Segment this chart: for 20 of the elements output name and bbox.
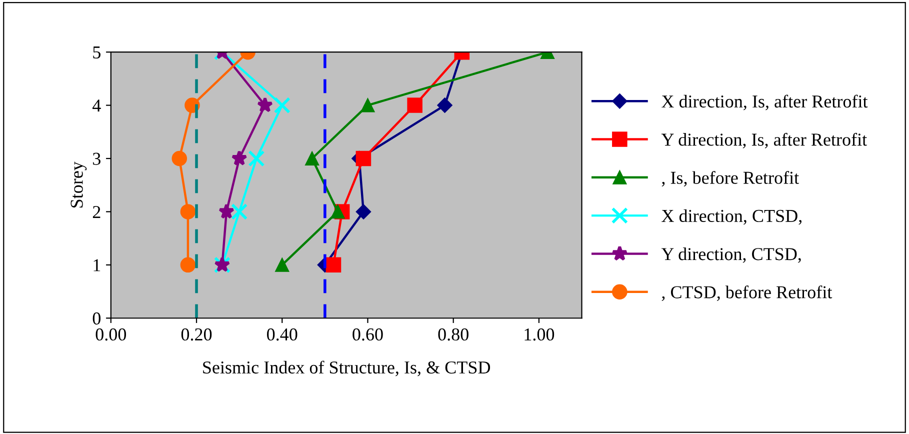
- y-tick-label: 0: [92, 312, 100, 325]
- legend-label: , Is, before Retrofit: [662, 171, 799, 186]
- y-tick-label: 3: [93, 152, 100, 165]
- x-tick-label: 0.00: [96, 328, 126, 341]
- y-tick-label: 4: [92, 100, 101, 112]
- x-tick-label: 1.00: [524, 328, 554, 341]
- x-tick-label: 0.40: [267, 328, 298, 341]
- legend-label: X direction, Is, after Retrofit: [662, 94, 868, 110]
- legend-label: Y direction, CTSD,: [661, 247, 801, 263]
- legend-label: Y direction, Is, after Retrofit: [661, 132, 867, 148]
- y-tick-label: 1: [94, 259, 100, 272]
- x-tick-label: 0.20: [181, 328, 212, 341]
- y-tick-label: 2: [92, 206, 100, 218]
- legend-label: , CTSD, before Retrofit: [662, 285, 832, 301]
- x-tick-label: 0.60: [352, 328, 383, 341]
- legend-label: X direction, CTSD,: [662, 209, 802, 225]
- x-tick-label: 0.80: [438, 328, 468, 341]
- y-axis-title: Storey: [70, 162, 87, 208]
- x-axis-title: Seismic Index of Structure, Is, & CTSD: [203, 360, 490, 376]
- y-tick-label: 5: [93, 46, 100, 59]
